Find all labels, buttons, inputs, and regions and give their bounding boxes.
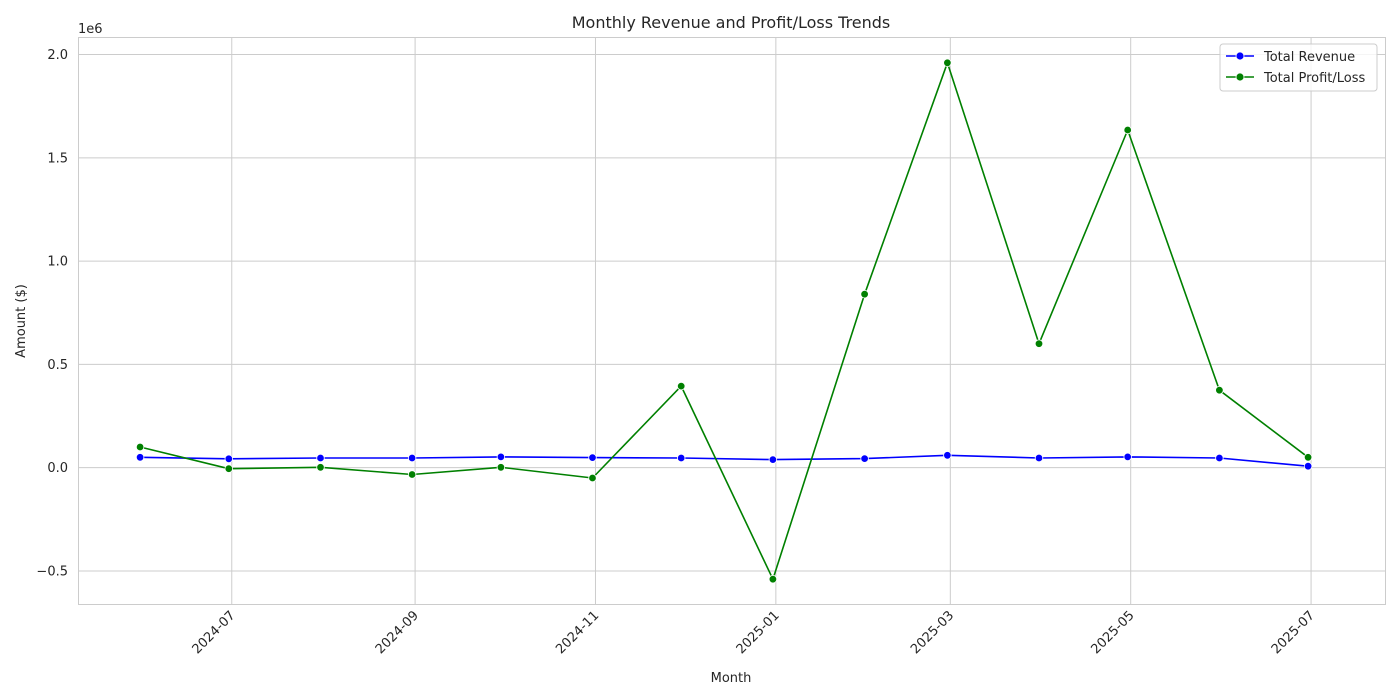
legend-label-revenue: Total Revenue bbox=[1263, 50, 1355, 65]
legend-entry-revenue: Total Revenue bbox=[1226, 50, 1355, 65]
data-point-revenue bbox=[1303, 462, 1313, 471]
legend-marker-revenue bbox=[1235, 51, 1245, 61]
legend: Total Revenue Total Profit/Loss bbox=[1219, 43, 1378, 92]
series-line-revenue bbox=[140, 454, 1309, 467]
data-point-profit-loss bbox=[943, 58, 952, 67]
y-tick-label: 0.5 bbox=[47, 358, 68, 373]
legend-label-profit-loss: Total Profit/Loss bbox=[1263, 71, 1366, 86]
legend-entry-profit-loss: Total Profit/Loss bbox=[1226, 71, 1366, 86]
data-point-profit-loss bbox=[1034, 339, 1044, 348]
x-axis-label: Month bbox=[711, 671, 752, 686]
y-axis-offset-label: 1e6 bbox=[78, 22, 103, 37]
y-tick-label: −0.5 bbox=[36, 564, 68, 579]
data-point-revenue bbox=[677, 453, 686, 463]
y-tick-label: 2.0 bbox=[47, 48, 68, 63]
data-point-revenue bbox=[316, 453, 325, 463]
series-revenue bbox=[135, 451, 1313, 471]
data-point-profit-loss bbox=[768, 575, 778, 584]
y-axis-label: Amount ($) bbox=[14, 284, 29, 358]
data-point-profit-loss bbox=[1215, 386, 1224, 395]
y-tick-label: 1.5 bbox=[47, 151, 68, 166]
data-point-profit-loss bbox=[860, 290, 869, 299]
legend-box bbox=[1219, 43, 1378, 92]
data-point-profit-loss bbox=[677, 381, 686, 391]
chart-title: Monthly Revenue and Profit/Loss Trends bbox=[572, 13, 891, 32]
data-point-revenue bbox=[860, 454, 869, 463]
data-point-revenue bbox=[1123, 452, 1132, 462]
data-point-profit-loss bbox=[588, 473, 597, 483]
data-point-profit-loss bbox=[224, 464, 233, 473]
data-point-revenue bbox=[135, 453, 145, 462]
data-point-revenue bbox=[943, 451, 952, 460]
data-point-revenue bbox=[588, 453, 597, 462]
data-point-revenue bbox=[496, 452, 506, 462]
data-point-revenue bbox=[224, 454, 233, 463]
y-axis-ticks: −0.5 0.0 0.5 1.0 1.5 2.0 bbox=[36, 48, 68, 579]
series-profit-loss bbox=[135, 58, 1313, 584]
series-line-profit-loss bbox=[139, 61, 1309, 581]
y-tick-label: 0.0 bbox=[47, 461, 68, 476]
data-point-revenue bbox=[768, 455, 778, 464]
data-point-revenue bbox=[407, 453, 417, 463]
data-point-profit-loss bbox=[1123, 125, 1132, 135]
data-point-profit-loss bbox=[135, 442, 145, 452]
data-point-revenue bbox=[1215, 453, 1224, 463]
data-point-profit-loss bbox=[316, 463, 325, 472]
data-point-profit-loss bbox=[496, 463, 506, 472]
data-point-profit-loss bbox=[1303, 453, 1313, 462]
plot-area-frame bbox=[78, 37, 1386, 605]
data-point-revenue bbox=[1034, 453, 1044, 463]
series-layer bbox=[135, 58, 1313, 584]
legend-marker-profit-loss bbox=[1235, 72, 1245, 82]
y-tick-label: 1.0 bbox=[47, 255, 68, 270]
data-point-profit-loss bbox=[407, 470, 417, 479]
